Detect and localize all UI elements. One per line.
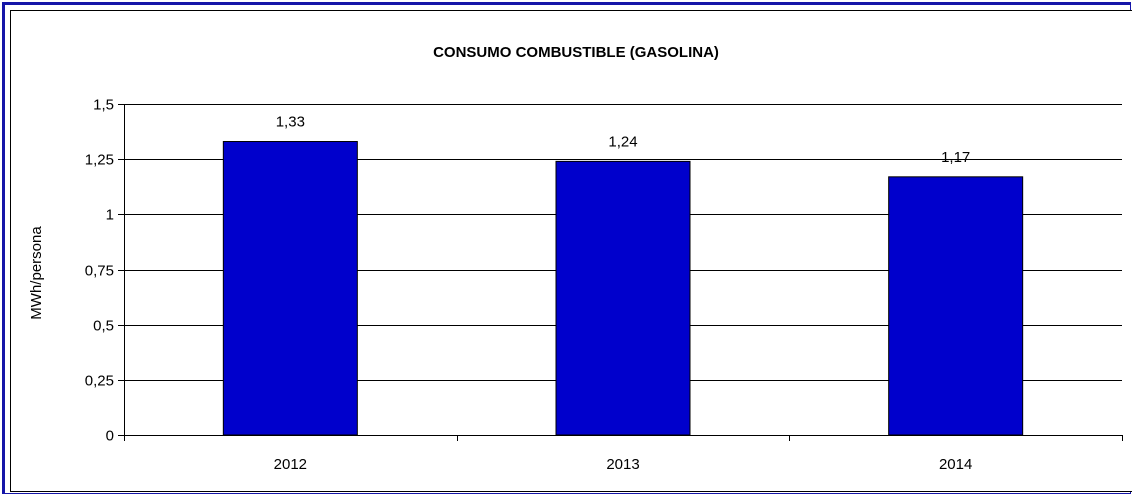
bar: [555, 160, 691, 436]
y-tick-label: 0: [106, 428, 114, 445]
y-tick-label: 0,25: [85, 373, 114, 390]
bar: [222, 141, 358, 436]
y-tick-label: 1,25: [85, 152, 114, 169]
data-label: 1,17: [941, 149, 970, 166]
y-tick-label: 0,75: [85, 263, 114, 280]
y-axis-label: MWh/persona: [28, 226, 45, 320]
chart-title: CONSUMO COMBUSTIBLE (GASOLINA): [433, 44, 719, 61]
x-tick-label: 2013: [606, 456, 639, 473]
labels: 0 0,25 0,5 0,75 1 1,25 1,5 1,33 2012 1,24 2013 1,17…: [85, 97, 973, 474]
data-label: 1,24: [608, 133, 637, 150]
bar: [888, 176, 1024, 436]
y-tick-label: 0,5: [93, 318, 114, 335]
y-tick-label: 1: [106, 207, 114, 224]
data-label: 1,33: [276, 114, 305, 131]
bars: [222, 141, 1024, 436]
x-tick-label: 2012: [274, 456, 307, 473]
y-tick-label: 1,5: [93, 97, 114, 114]
axes: [118, 104, 1123, 441]
x-tick-label: 2014: [939, 456, 972, 473]
